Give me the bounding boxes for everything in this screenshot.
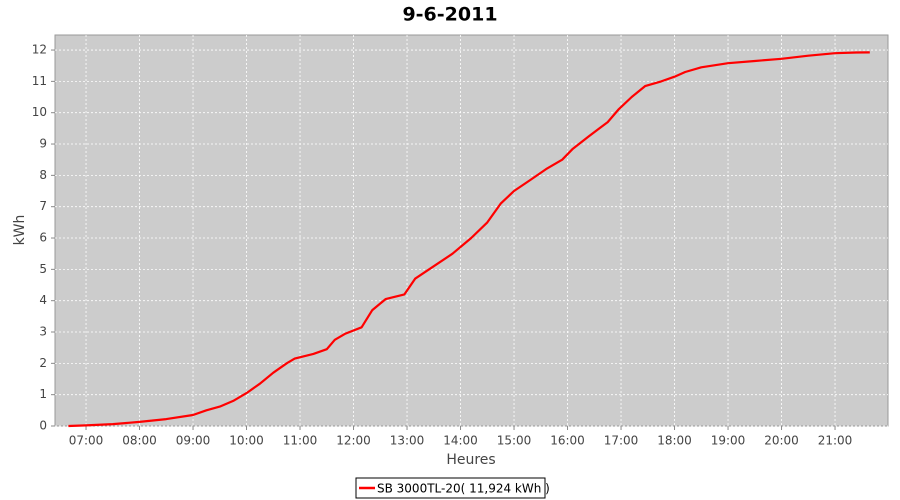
- y-tick-label: 5: [39, 262, 47, 276]
- x-tick-label: 15:00: [497, 434, 532, 448]
- y-tick-label: 6: [39, 231, 47, 245]
- y-tick-label: 11: [32, 74, 47, 88]
- y-axis-label: kWh: [12, 215, 28, 246]
- chart-title: 9-6-2011: [402, 4, 497, 26]
- x-tick-label: 18:00: [657, 434, 692, 448]
- x-tick-label: 19:00: [711, 434, 746, 448]
- y-tick-label: 1: [39, 387, 47, 401]
- y-tick-label: 12: [32, 43, 47, 57]
- x-tick-label: 08:00: [122, 434, 157, 448]
- y-tick-label: 4: [39, 293, 47, 307]
- x-tick-label: 11:00: [283, 434, 318, 448]
- y-tick-label: 10: [32, 105, 47, 119]
- line-series: [68, 51, 870, 428]
- x-tick-label: 21:00: [818, 434, 853, 448]
- y-tick-label: 8: [39, 168, 47, 182]
- y-tick-label: 3: [39, 325, 47, 339]
- x-tick-label: 12:00: [336, 434, 371, 448]
- x-axis-label: Heures: [446, 452, 495, 468]
- y-tick-label: 7: [39, 199, 47, 213]
- legend-text: SB 3000TL-20( 11,924 kWh ): [377, 482, 550, 496]
- x-tick-label: 13:00: [390, 434, 425, 448]
- x-tick-label: 10:00: [229, 434, 264, 448]
- x-tick-label: 09:00: [176, 434, 211, 448]
- plot-area: [54, 34, 889, 427]
- x-tick-label: 20:00: [764, 434, 799, 448]
- legend: [355, 477, 546, 499]
- y-tick-label: 2: [39, 356, 47, 370]
- x-tick-label: 14:00: [443, 434, 478, 448]
- y-tick-label: 9: [39, 137, 47, 151]
- x-tick-label: 07:00: [69, 434, 104, 448]
- x-tick-label: 17:00: [604, 434, 639, 448]
- y-tick-label: 0: [39, 419, 47, 433]
- x-tick-label: 16:00: [550, 434, 585, 448]
